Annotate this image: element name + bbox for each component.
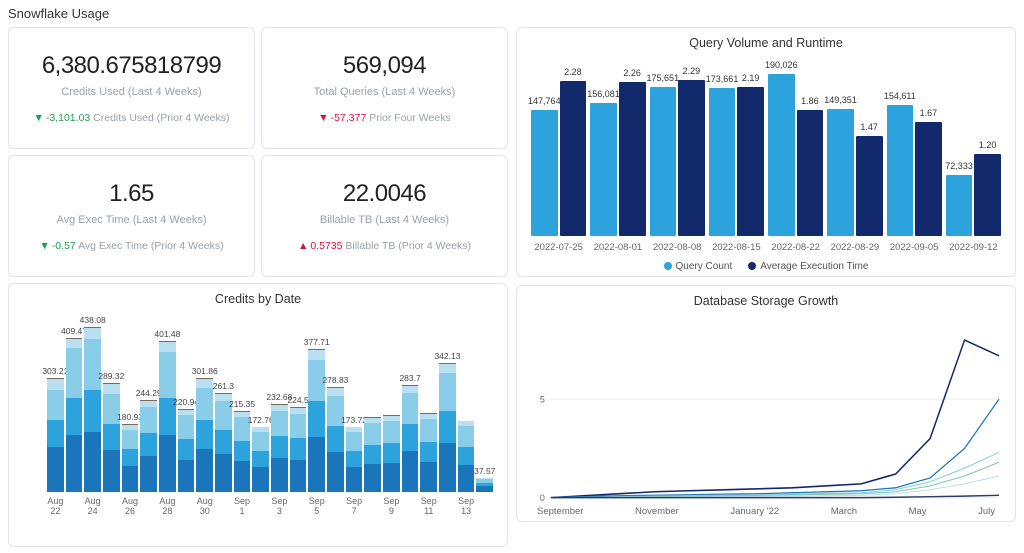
credits-bar[interactable]: 438.08	[84, 327, 101, 492]
storage-growth-card: Database Storage Growth 05 SeptemberNove…	[516, 285, 1016, 522]
dashboard-grid: 6,380.675818799 Credits Used (Last 4 Week…	[8, 27, 1016, 547]
delta-label: Billable TB (Prior 4 Weeks)	[345, 240, 471, 252]
credits-bar[interactable]: 401.48	[159, 341, 176, 492]
svg-text:5: 5	[540, 394, 545, 404]
kpi-delta: ▼-57,377 Prior Four Weeks	[272, 112, 497, 124]
kpi-delta: ▼-3,101.03 Credits Used (Prior 4 Weeks)	[19, 112, 244, 124]
left-column: 6,380.675818799 Credits Used (Last 4 Week…	[8, 27, 508, 547]
kpi-label: Avg Exec Time (Last 4 Weeks)	[19, 214, 244, 226]
query-count-bar[interactable]: 190,026	[768, 74, 795, 236]
credits-bar[interactable]	[458, 421, 475, 492]
storage-growth-x-axis: SeptemberNovemberJanuary '22MarchMayJuly	[527, 506, 1005, 517]
runtime-bar[interactable]: 1.47	[856, 136, 883, 236]
credits-bar[interactable]: 342.13	[439, 363, 456, 492]
delta-label: Avg Exec Time (Prior 4 Weeks)	[78, 240, 224, 252]
kpi-grid: 6,380.675818799 Credits Used (Last 4 Week…	[8, 27, 508, 277]
storage-series[interactable]	[551, 462, 999, 497]
delta-arrow-icon: ▲	[298, 240, 308, 252]
storage-series[interactable]	[551, 340, 999, 498]
credits-bar[interactable]: 244.29	[140, 400, 157, 492]
credits-bar[interactable]	[364, 417, 381, 492]
query-volume-title: Query Volume and Runtime	[527, 36, 1005, 50]
storage-series[interactable]	[551, 452, 999, 497]
credits-bar[interactable]: 289.32	[103, 383, 120, 492]
query-count-bar[interactable]: 156,081	[590, 103, 617, 236]
runtime-bar[interactable]: 1.86	[797, 110, 824, 236]
runtime-bar[interactable]: 1.20	[974, 154, 1001, 236]
page-title: Snowflake Usage	[8, 6, 1016, 21]
kpi-card-1[interactable]: 569,094 Total Queries (Last 4 Weeks) ▼-57,…	[261, 27, 508, 149]
credits-bar[interactable]: 37.57	[476, 478, 493, 492]
query-count-bar[interactable]: 175,651	[650, 87, 677, 236]
query-volume-chart[interactable]: 147,7642.28156,0812.26175,6512.29173,661…	[527, 56, 1005, 236]
credits-by-date-chart[interactable]: 303.21409.47438.08289.32180.93244.29401.…	[19, 312, 497, 492]
delta-arrow-icon: ▼	[318, 112, 328, 124]
query-count-bar[interactable]: 147,764	[531, 110, 558, 236]
delta-label: Credits Used (Prior 4 Weeks)	[93, 112, 229, 124]
credits-by-date-card: Credits by Date 303.21409.47438.08289.32…	[8, 283, 508, 547]
credits-bar[interactable]: 283.7	[402, 385, 419, 492]
query-volume-legend: Query CountAverage Execution Time	[527, 261, 1005, 272]
query-volume-card: Query Volume and Runtime 147,7642.28156,…	[516, 27, 1016, 277]
query-count-bar[interactable]: 154,611	[887, 105, 914, 236]
storage-growth-title: Database Storage Growth	[527, 294, 1005, 308]
query-count-bar[interactable]: 149,351	[827, 109, 854, 236]
kpi-value: 22.0046	[272, 180, 497, 208]
kpi-card-2[interactable]: 1.65 Avg Exec Time (Last 4 Weeks) ▼-0.57 A…	[8, 155, 255, 277]
kpi-delta: ▼-0.57 Avg Exec Time (Prior 4 Weeks)	[19, 240, 244, 252]
credits-bar[interactable]: 172.76	[252, 427, 269, 492]
kpi-value: 1.65	[19, 180, 244, 208]
runtime-bar[interactable]: 2.19	[737, 87, 764, 236]
credits-bar[interactable]	[383, 415, 400, 492]
delta-value: 0.5735	[310, 240, 342, 252]
kpi-card-0[interactable]: 6,380.675818799 Credits Used (Last 4 Week…	[8, 27, 255, 149]
runtime-bar[interactable]: 2.28	[560, 81, 587, 236]
delta-value: -0.57	[52, 240, 76, 252]
kpi-label: Credits Used (Last 4 Weeks)	[19, 86, 244, 98]
kpi-label: Total Queries (Last 4 Weeks)	[272, 86, 497, 98]
credits-bar[interactable]: 173.72	[346, 427, 363, 492]
credits-bar[interactable]: 303.21	[47, 378, 64, 492]
credits-bar[interactable]: 377.71	[308, 349, 325, 492]
query-count-bar[interactable]: 72,333	[946, 175, 973, 236]
query-count-bar[interactable]: 173,661	[709, 88, 736, 236]
kpi-label: Billable TB (Last 4 Weeks)	[272, 214, 497, 226]
credits-bar[interactable]: 278.83	[327, 387, 344, 492]
delta-value: -57,377	[331, 112, 367, 124]
runtime-bar[interactable]: 2.26	[619, 82, 646, 236]
credits-bar[interactable]: 224.5	[290, 407, 307, 492]
kpi-delta: ▲0.5735 Billable TB (Prior 4 Weeks)	[272, 240, 497, 252]
credits-bar[interactable]: 232.68	[271, 404, 288, 492]
runtime-bar[interactable]: 2.29	[678, 80, 705, 236]
credits-by-date-title: Credits by Date	[19, 292, 497, 306]
delta-value: -3,101.03	[46, 112, 90, 124]
kpi-card-3[interactable]: 22.0046 Billable TB (Last 4 Weeks) ▲0.5735…	[261, 155, 508, 277]
storage-series[interactable]	[551, 399, 999, 498]
storage-growth-chart[interactable]: 05	[527, 314, 1005, 504]
credits-by-date-x-axis: Aug 22Aug 23Aug 24Aug 25Aug 26Aug 27Aug …	[19, 496, 497, 516]
credits-bar[interactable]: 220.94	[178, 409, 195, 492]
credits-bar[interactable]: 409.47	[66, 338, 83, 492]
credits-bar[interactable]: 180.93	[122, 424, 139, 492]
delta-label: Prior Four Weeks	[369, 112, 451, 124]
credits-bar[interactable]: 301.86	[196, 378, 213, 492]
kpi-value: 569,094	[272, 52, 497, 80]
delta-arrow-icon: ▼	[33, 112, 43, 124]
delta-arrow-icon: ▼	[39, 240, 49, 252]
right-column: Query Volume and Runtime 147,7642.28156,…	[516, 27, 1016, 547]
credits-bar[interactable]	[420, 413, 437, 492]
query-volume-x-axis: 2022-07-252022-08-012022-08-082022-08-15…	[527, 242, 1005, 253]
kpi-value: 6,380.675818799	[19, 52, 244, 80]
svg-text:0: 0	[540, 493, 545, 503]
runtime-bar[interactable]: 1.67	[915, 122, 942, 236]
